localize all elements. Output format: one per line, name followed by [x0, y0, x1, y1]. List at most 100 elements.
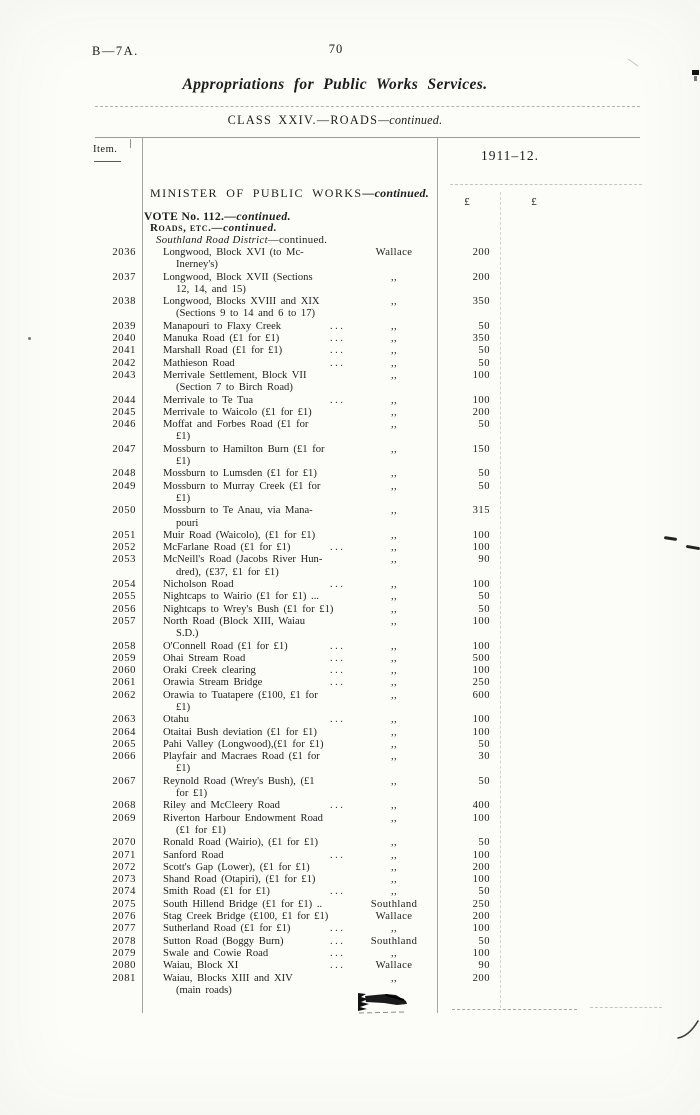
table-row: 2038 Longwood, Blocks XVIII and XIX (Secti… — [0, 296, 700, 321]
item-number: 2047 — [112, 443, 136, 455]
table-row: 2044 Merrivale to Te Tua...,, 100 — [0, 395, 700, 407]
amount-1911-12: 100 — [472, 714, 490, 726]
amount-1911-12: 50 — [478, 935, 490, 947]
table-row: 2078 Sutton Road (Boggy Burn)... Southland… — [0, 936, 700, 948]
item-number: 2037 — [112, 271, 136, 283]
description-line: £1) — [176, 492, 191, 504]
table-row: 2043 Merrivale Settlement, Block VII (Sect… — [0, 370, 700, 395]
road-description: O'Connell Road (£1 for £1) — [163, 641, 437, 653]
item-number: 2039 — [112, 320, 136, 332]
item-number: 2069 — [112, 812, 136, 824]
description-line: Sanford Road — [163, 849, 224, 861]
county-name: ,, — [390, 726, 398, 738]
pound-symbol-col1: £ — [464, 196, 470, 208]
amount-1911-12: 50 — [478, 419, 490, 431]
table-row: 2072 Scott's Gap (Lower), (£1 for £1),, 20… — [0, 862, 700, 874]
dot-leader: ... — [330, 849, 346, 861]
description-line: Nightcaps to Wairio (£1 for £1) ... — [163, 591, 319, 603]
table-row: 2081 Waiau, Blocks XIII and XIV (main road… — [0, 973, 700, 998]
amount-1911-12: 50 — [478, 357, 490, 369]
item-column-header: Item. — [93, 144, 118, 155]
description-line: McFarlane Road (£1 for £1) — [163, 542, 291, 554]
item-number: 2044 — [112, 394, 136, 406]
dot-leader: ... — [330, 714, 346, 726]
amount-1911-12: 30 — [478, 751, 490, 763]
county-name: ,, — [390, 615, 398, 627]
county-name: ,, — [390, 468, 398, 480]
item-number: 2081 — [112, 972, 136, 984]
county-name: ,, — [390, 923, 398, 935]
amount-1911-12: 100 — [472, 394, 490, 406]
faint-scratch-mark — [627, 58, 639, 67]
page-number: 70 — [328, 42, 344, 56]
road-description: Longwood, Block XVII (Sections 12, 14, an… — [163, 272, 437, 297]
road-description: Stag Creek Bridge (£100, £1 for £1) — [163, 911, 437, 923]
item-number: 2068 — [112, 800, 136, 812]
item-number: 2060 — [112, 665, 136, 677]
item-number: 2076 — [112, 911, 136, 923]
amount-1911-12: 50 — [478, 837, 490, 849]
road-description: Orawia to Tuatapere (£100, £1 for £1) — [163, 690, 437, 715]
amount-1911-12: 250 — [472, 898, 490, 910]
dot-leader: ... — [330, 345, 346, 357]
road-description: Moffat and Forbes Road (£1 for £1) — [163, 419, 437, 444]
road-description: Orawia Stream Bridge — [163, 677, 437, 689]
description-line: Otaitai Bush deviation (£1 for £1) — [163, 726, 317, 738]
item-number: 2057 — [112, 615, 136, 627]
item-number: 2064 — [112, 726, 136, 738]
road-description: Mossburn to Lumsden (£1 for £1) — [163, 468, 437, 480]
county-name: ,, — [390, 542, 398, 554]
item-number: 2050 — [112, 505, 136, 517]
table-body: 2036 Longwood, Block XVI (to Mc- Inerney's… — [0, 247, 700, 997]
road-description: Mossburn to Te Anau, via Mana-pouri — [163, 505, 437, 530]
document-reference: B—7A. — [92, 44, 139, 58]
table-row: 2067 Reynold Road (Wrey's Bush), (£1 for £… — [0, 776, 700, 801]
road-description: McFarlane Road (£1 for £1) — [163, 542, 437, 554]
road-description: Marshall Road (£1 for £1) — [163, 345, 437, 357]
description-line: Merrivale to Te Tua — [163, 394, 254, 406]
table-row: 2075 South Hillend Bridge (£1 for £1) .. S… — [0, 899, 700, 911]
dot-leader: ... — [330, 960, 346, 972]
vote-heading-continued: —continued. — [224, 210, 291, 223]
county-name: ,, — [390, 972, 398, 984]
county-name: ,, — [390, 333, 398, 345]
amount-1911-12: 50 — [478, 775, 490, 787]
item-number: 2065 — [112, 738, 136, 750]
amount-1911-12: 100 — [472, 947, 490, 959]
table-row: 2051 Muir Road (Waicolo), (£1 for £1),, 10… — [0, 530, 700, 542]
item-number: 2036 — [112, 247, 136, 258]
description-line: S.D.) — [176, 628, 199, 640]
road-description: Nicholson Road — [163, 579, 437, 591]
item-number: 2038 — [112, 296, 136, 308]
road-description: Muir Road (Waicolo), (£1 for £1) — [163, 530, 437, 542]
table-row: 2064 Otaitai Bush deviation (£1 for £1),,… — [0, 727, 700, 739]
county-name: ,, — [390, 345, 398, 357]
county-name: Southland — [370, 898, 418, 910]
description-line: Inerney's) — [176, 259, 218, 271]
table-row: 2071 Sanford Road...,, 100 — [0, 850, 700, 862]
item-number: 2051 — [112, 529, 136, 541]
table-row: 2042 Mathieson Road...,, 50 — [0, 358, 700, 370]
description-line: £1) — [176, 763, 191, 775]
description-line: £1) — [176, 456, 191, 468]
road-description: Swale and Cowie Road — [163, 948, 437, 960]
county-name: Southland — [370, 935, 418, 947]
amount-1911-12: 150 — [472, 443, 490, 455]
amount-1911-12: 200 — [472, 406, 490, 418]
amount-1911-12: 100 — [472, 849, 490, 861]
county-name: ,, — [390, 751, 398, 763]
county-name: Wallace — [375, 960, 413, 972]
description-line: pouri — [176, 517, 199, 529]
amount-1911-12: 100 — [472, 369, 490, 381]
county-name: ,, — [390, 886, 398, 898]
county-name: ,, — [390, 591, 398, 603]
item-number: 2080 — [112, 960, 136, 972]
road-description: Sutton Road (Boggy Burn) — [163, 936, 437, 948]
table-row: 2059 Ohai Stream Road...,, 500 — [0, 653, 700, 665]
amount-1911-12: 200 — [472, 911, 490, 923]
amount-1911-12: 200 — [472, 247, 490, 258]
table-row: 2048 Mossburn to Lumsden (£1 for £1),, 50 — [0, 468, 700, 480]
road-description: Mossburn to Hamilton Burn (£1 for £1) — [163, 444, 437, 469]
minister-heading: MINISTER OF PUBLIC WORKS—continued. — [150, 186, 429, 201]
road-description: Manapouri to Flaxy Creek — [163, 321, 437, 333]
